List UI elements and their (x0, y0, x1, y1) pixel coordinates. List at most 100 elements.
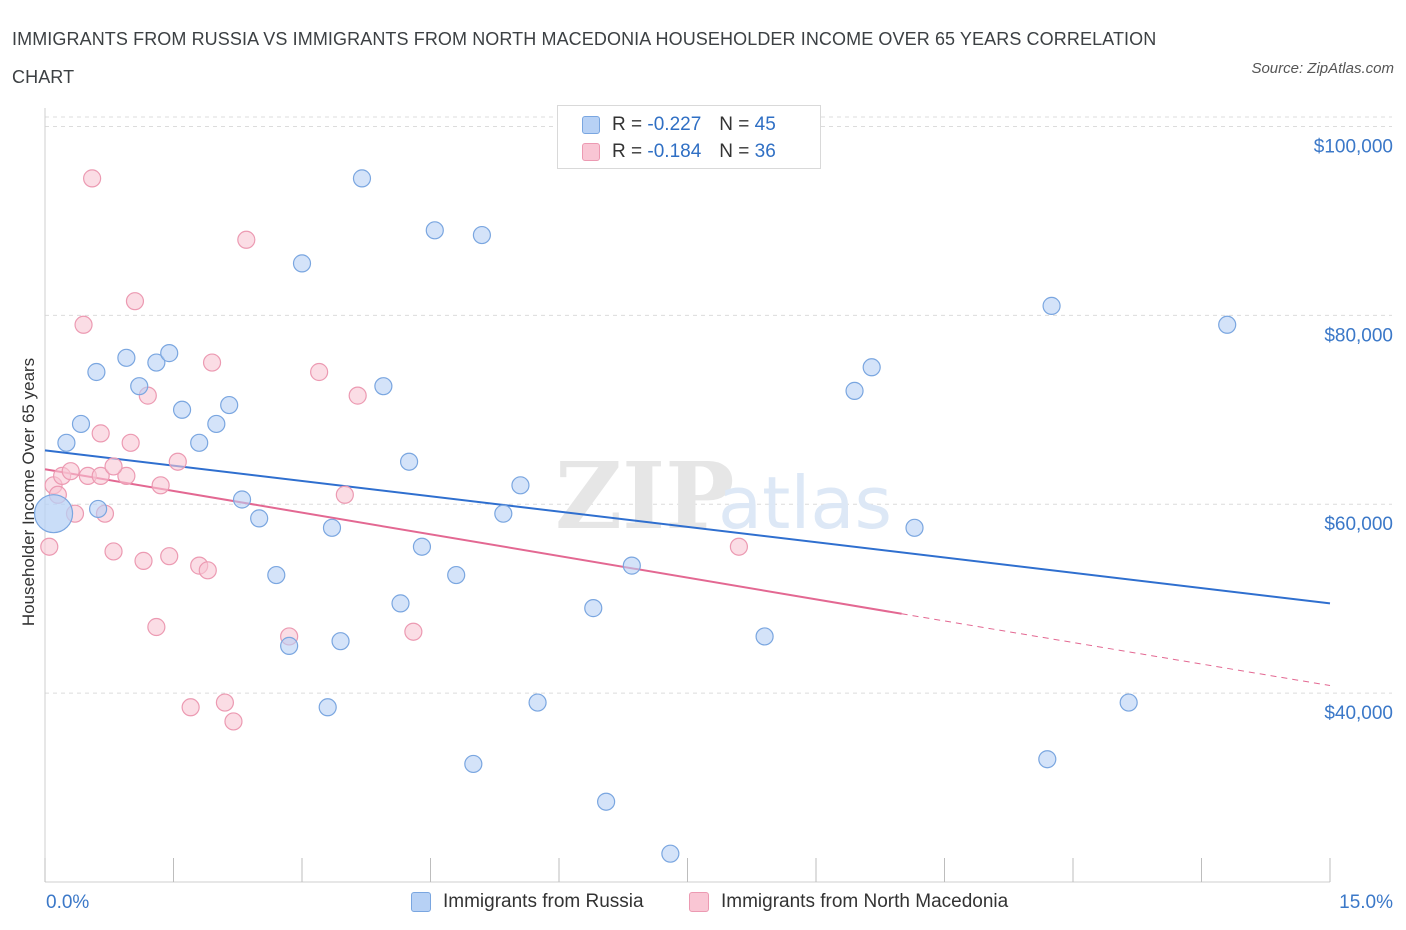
bottom-legend-label-russia: Immigrants from Russia (443, 891, 644, 912)
point-russia (160, 344, 179, 363)
point-macedonia (215, 693, 234, 712)
point-macedonia (335, 485, 354, 504)
y-tick-label: $80,000 (1324, 325, 1393, 346)
point-russia (292, 254, 312, 273)
point-macedonia (160, 547, 179, 566)
point-russia (661, 844, 680, 863)
watermark-atlas: atlas (718, 461, 892, 545)
bottom-legend-label-macedonia: Immigrants from North Macedonia (721, 891, 1009, 912)
point-russia (464, 754, 483, 774)
point-macedonia (151, 476, 170, 495)
point-macedonia (181, 698, 200, 717)
point-russia (374, 377, 393, 396)
legend-swatch-russia (582, 116, 600, 134)
point-macedonia (117, 466, 136, 485)
point-macedonia (198, 561, 217, 580)
point-russia (845, 381, 864, 400)
legend-r-label: R = (612, 141, 643, 162)
chart-title: IMMIGRANTS FROM RUSSIA VS IMMIGRANTS FRO… (12, 29, 1157, 87)
point-macedonia (104, 457, 123, 476)
point-russia (755, 627, 774, 646)
correlation-legend: R = -0.227 N = 45 R = -0.184 N = 36 (557, 105, 821, 169)
point-russia (322, 518, 342, 537)
point-macedonia (348, 386, 367, 405)
bottom-legend-swatch-macedonia (689, 892, 709, 912)
point-russia (528, 693, 547, 712)
trend-line-russia (44, 449, 1331, 605)
point-russia (89, 499, 108, 519)
legend-n-value-macedonia: 36 (754, 141, 776, 162)
point-macedonia (121, 433, 140, 452)
bottom-legend-macedonia: Immigrants from North Macedonia (689, 888, 1008, 916)
legend-r-label: R = (612, 114, 643, 135)
point-russia (862, 358, 881, 377)
watermark-zip: ZIP (555, 442, 734, 550)
trend-line-macedonia-extrapolated (901, 613, 1331, 687)
point-russia (472, 225, 491, 245)
legend-n-label: N = (719, 114, 750, 135)
point-russia (1119, 693, 1138, 712)
legend-row-macedonia: R = -0.184 N = 36 (582, 139, 776, 165)
point-russia (622, 556, 641, 575)
point-macedonia (237, 230, 256, 249)
point-macedonia (134, 551, 153, 570)
point-macedonia (729, 537, 749, 556)
y-tick-label: $60,000 (1324, 514, 1393, 535)
point-russia (318, 698, 337, 717)
point-russia (87, 362, 106, 382)
point-macedonia (404, 622, 423, 641)
point-macedonia (91, 424, 110, 443)
x-tick-label-0: 0.0% (46, 892, 89, 913)
point-russia (232, 490, 252, 509)
point-russia (57, 433, 76, 452)
trend-layer (44, 449, 1331, 687)
point-russia (172, 400, 192, 419)
axis-layer: $40,000 $60,000 $80,000 $100,000 (44, 108, 1393, 883)
legend-r-value-russia: -0.227 (647, 114, 702, 135)
point-russia (190, 433, 209, 452)
point-russia (352, 169, 372, 188)
point-macedonia (168, 452, 187, 471)
point-macedonia (61, 462, 80, 481)
grid-layer (45, 116, 1392, 694)
legend-r-value-macedonia: -0.184 (647, 141, 702, 162)
point-russia (584, 599, 603, 618)
point-russia (597, 792, 616, 811)
point-russia (425, 221, 444, 240)
point-russia (117, 348, 136, 367)
point-russia (267, 565, 286, 585)
y-tick-label: $40,000 (1324, 703, 1393, 724)
point-macedonia (40, 537, 59, 556)
point-macedonia (83, 169, 102, 188)
point-russia (399, 452, 419, 471)
point-macedonia (224, 712, 243, 731)
point-macedonia (125, 292, 145, 311)
legend-row-russia: R = -0.227 N = 45 (582, 112, 776, 138)
point-russia (412, 537, 432, 556)
y-axis-label: Householder Income Over 65 years (19, 358, 38, 626)
point-russia (147, 353, 166, 372)
points-layer (33, 169, 1237, 863)
x-tick-label-15: 15.0% (1339, 892, 1393, 913)
point-russia (1042, 296, 1061, 315)
point-russia (447, 565, 466, 585)
point-russia (207, 414, 226, 434)
legend-n-label: N = (719, 141, 750, 162)
point-macedonia (74, 315, 93, 334)
point-macedonia (91, 466, 110, 485)
point-russia (250, 509, 269, 528)
point-russia (494, 504, 513, 523)
point-russia (1038, 750, 1057, 769)
point-russia (130, 377, 149, 396)
point-macedonia (202, 353, 222, 372)
trend-line-macedonia (44, 468, 902, 615)
point-russia (280, 636, 299, 655)
point-russia (331, 632, 350, 651)
point-russia (1218, 315, 1237, 334)
point-macedonia (104, 542, 123, 561)
point-russia (511, 476, 530, 495)
y-tick-label: $100,000 (1314, 136, 1393, 157)
point-russia (391, 594, 410, 613)
legend-n-value-russia: 45 (754, 114, 776, 135)
